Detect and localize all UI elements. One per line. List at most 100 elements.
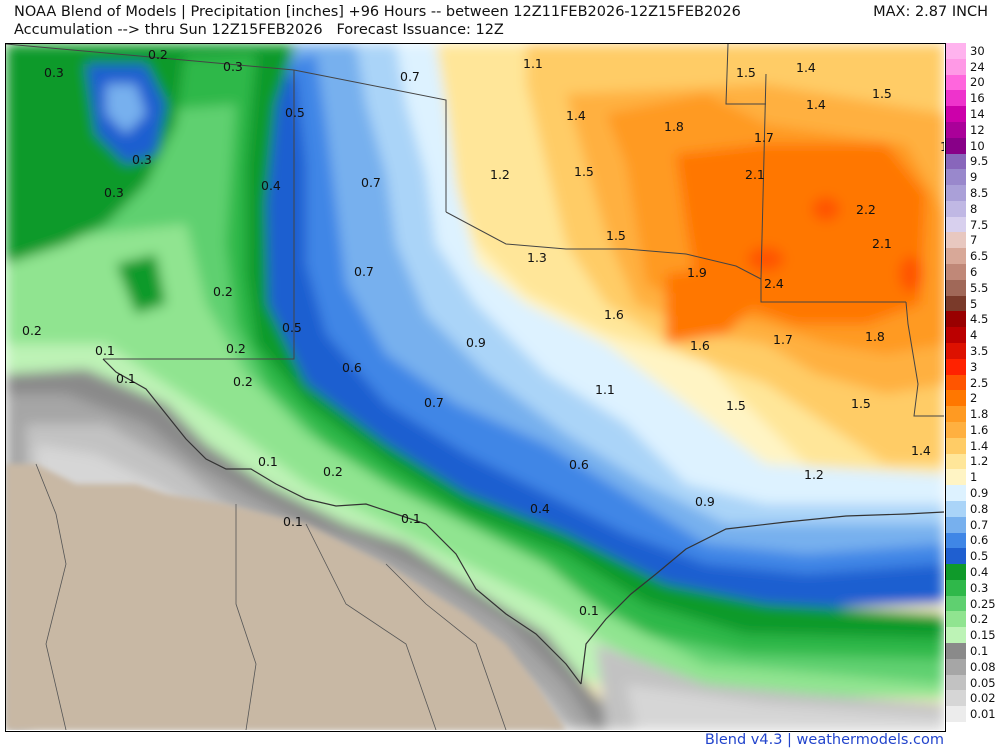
legend-label: 0.5: [970, 549, 989, 564]
precip-value-label: 2.2: [856, 202, 876, 217]
legend-label: 4: [970, 328, 978, 343]
legend-label: 16: [970, 91, 985, 106]
precip-value-label: 0.9: [466, 335, 486, 350]
legend-label: 4.5: [970, 312, 989, 327]
legend-swatch: [946, 279, 966, 297]
legend-label: 0.7: [970, 517, 989, 532]
map-labels: 0.2 0.3 0.3 0.7 1.1 1.5 1.4 1.5 1.4 0.5 1.4 1.8 1.7 1…: [22, 47, 944, 618]
legend-label: 1.4: [970, 438, 989, 453]
legend-swatch: [946, 121, 966, 139]
precip-value-label: 1.2: [490, 167, 510, 182]
legend-swatch: [946, 311, 966, 328]
legend-swatch: [946, 374, 966, 391]
gulf-coastline: [580, 511, 944, 685]
legend-label: 7: [970, 233, 978, 248]
legend-swatch: [946, 248, 966, 265]
legend-label: 0.08: [970, 659, 996, 674]
precip-value-label: 0.2: [323, 464, 343, 479]
mexico-borders: [35, 463, 507, 730]
legend-label: 1.6: [970, 422, 989, 437]
precip-value-label: 0.2: [226, 341, 246, 356]
legend-label: 5.5: [970, 280, 989, 295]
precip-value-label: 1.2: [804, 467, 824, 482]
legend-swatch: [946, 706, 966, 723]
legend-swatch: [946, 469, 966, 486]
legend-label: 0.25: [970, 596, 996, 611]
map-canvas: 0.2 0.3 0.3 0.7 1.1 1.5 1.4 1.5 1.4 0.5 1.4 1.8 1.7 1…: [6, 44, 944, 730]
precip-value-label: 1.4: [566, 108, 586, 123]
legend-swatch: [946, 343, 966, 360]
precip-value-label: 1.4: [806, 97, 826, 112]
legend-swatch: [946, 327, 966, 344]
legend-swatch: [946, 74, 966, 91]
precip-value-label: 0.3: [104, 185, 124, 200]
precip-value-label: 1.8: [664, 119, 684, 134]
legend-swatch: [946, 43, 966, 60]
legend-swatch: [946, 358, 966, 376]
legend-swatch: [946, 548, 966, 565]
legend-label: 2.5: [970, 375, 989, 390]
map-subtitle: Accumulation --> thru Sun 12Z15FEB2026 F…: [14, 22, 504, 38]
precip-value-label: 1.5: [726, 398, 746, 413]
legend-label: 3.5: [970, 343, 989, 358]
precip-value-label: 1.1: [523, 56, 543, 71]
precip-value-label: 0.7: [424, 395, 444, 410]
legend-swatch: [946, 643, 966, 660]
legend-label: 6: [970, 264, 978, 279]
legend-swatch: [946, 216, 966, 233]
legend-label: 0.05: [970, 675, 996, 690]
precip-value-label: 1.6: [690, 338, 710, 353]
legend-swatch: [946, 516, 966, 533]
legend-swatch: [946, 437, 966, 455]
precip-value-label: 1.5: [606, 228, 626, 243]
precip-value-label: 0.4: [261, 178, 281, 193]
legend-label: 0.15: [970, 628, 996, 643]
legend-label: 0.3: [970, 580, 989, 595]
legend-label: 24: [970, 59, 985, 74]
legend-swatch: [946, 295, 966, 312]
legend-label: 0.9: [970, 486, 989, 501]
legend-swatch: [946, 453, 966, 470]
legend-label: 9.5: [970, 154, 989, 169]
precip-value-label: 2.1: [872, 236, 892, 251]
legend-swatch: [946, 200, 966, 218]
precip-value-label: 1.5: [851, 396, 871, 411]
legend-swatch: [946, 232, 966, 249]
footer-credit[interactable]: Blend v4.3 | weathermodels.com: [704, 732, 944, 748]
legend-swatch: [946, 579, 966, 597]
legend-swatch: [946, 153, 966, 170]
legend-label: 1.2: [970, 454, 989, 469]
precip-value-label: 1.5: [574, 164, 594, 179]
legend-label: 1.8: [970, 407, 989, 422]
legend-swatch: [946, 611, 966, 628]
legend-label: 20: [970, 75, 985, 90]
precip-value-label: 0.6: [569, 457, 589, 472]
international-border: [102, 358, 582, 685]
legend: 30 24 20 16 14 12 10 9.5 9 8.5 8 7.5 7 6.5 6 5.5 5 4.5 4 3.…: [946, 43, 996, 723]
precip-value-label: 1.5: [872, 86, 892, 101]
legend-label: 0.01: [970, 707, 996, 722]
precip-value-label: 0.7: [400, 69, 420, 84]
legend-label: 12: [970, 122, 985, 137]
legend-swatch: [946, 106, 966, 123]
precip-value-label: 0.3: [132, 152, 152, 167]
map-title: NOAA Blend of Models | Precipitation [in…: [14, 4, 741, 20]
legend-swatch: [946, 627, 966, 644]
legend-swatch: [946, 564, 966, 581]
legend-label: 2: [970, 391, 978, 406]
precipitation-map: 0.2 0.3 0.3 0.7 1.1 1.5 1.4 1.5 1.4 0.5 1.4 1.8 1.7 1…: [5, 43, 946, 732]
legend-label: 0.8: [970, 501, 989, 516]
legend-label: 0.4: [970, 564, 989, 579]
legend-swatch: [946, 90, 966, 107]
precip-value-label: 1.6: [604, 307, 624, 322]
legend-label: 0.1: [970, 643, 989, 658]
legend-label: 0.2: [970, 612, 989, 627]
precip-value-label: 0.2: [148, 47, 168, 62]
max-value: MAX: 2.87 INCH: [873, 4, 988, 20]
legend-swatch: [946, 690, 966, 707]
precip-value-label: 0.2: [213, 284, 233, 299]
precip-value-label: 1.8: [865, 329, 885, 344]
precip-value-label: 1.6: [940, 139, 944, 154]
precip-value-label: 1.7: [754, 130, 774, 145]
legend-label: 6.5: [970, 249, 989, 264]
